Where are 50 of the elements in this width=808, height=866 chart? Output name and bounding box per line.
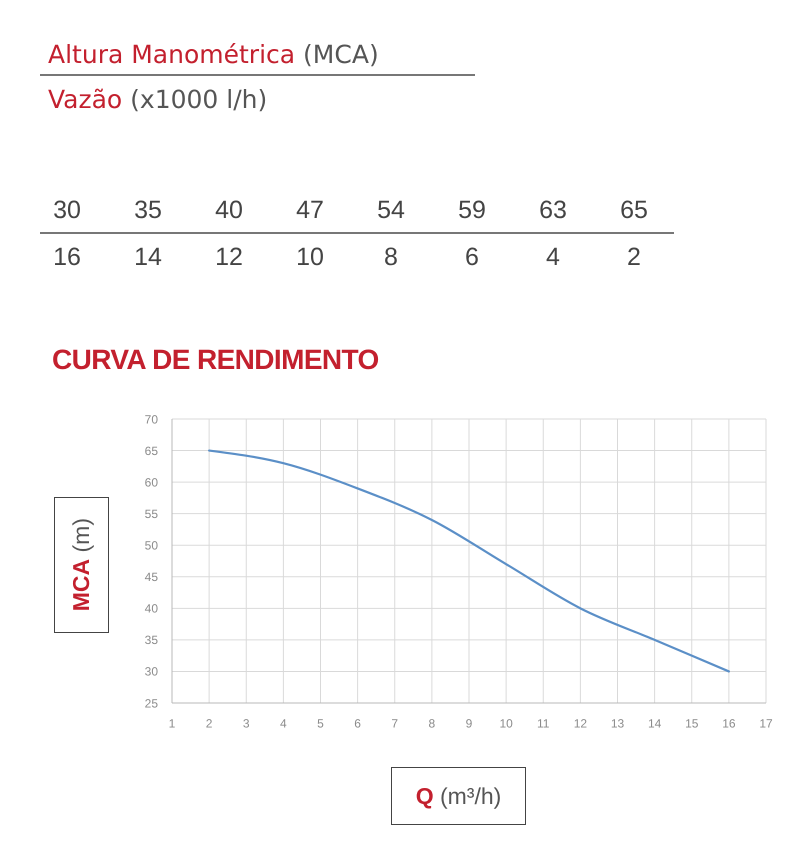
chart-title: CURVA DE RENDIMENTO — [52, 343, 379, 377]
data-label: 30 — [53, 196, 81, 224]
y-tick-label: 30 — [144, 664, 158, 679]
label-frame: Q (m³/h) — [391, 767, 526, 825]
x-tick-label: 16 — [722, 716, 736, 731]
x-tick-label: 16 — [53, 243, 81, 271]
y-tick-label: 60 — [144, 475, 158, 490]
x-tick-label: 5 — [317, 716, 324, 731]
text: Altura Manométrica (MCA) — [48, 40, 379, 69]
y-axis-title: MCA (m) — [68, 518, 94, 612]
x-tick-label: 14 — [648, 716, 662, 731]
x-tick-label: 12 — [215, 243, 243, 271]
data-label: 47 — [296, 196, 324, 224]
x-tick-label: 8 — [384, 243, 398, 271]
label-frame: MCA (m) — [54, 497, 109, 633]
data-label: 65 — [620, 196, 648, 224]
x-tick-label: 11 — [537, 716, 550, 731]
x-tick-label: 3 — [242, 716, 250, 731]
x-tick-label: 4 — [280, 716, 288, 731]
y-tick-label: 50 — [144, 538, 158, 552]
x-tick-label: 10 — [499, 716, 514, 731]
data-label: 59 — [458, 196, 486, 224]
x-tick-label: 7 — [391, 716, 398, 731]
y-tick-label: 45 — [144, 570, 158, 584]
x-tick-label: 6 — [354, 716, 362, 731]
y-tick-label: 40 — [144, 602, 158, 616]
data-label: 54 — [377, 196, 405, 224]
line-series — [208, 449, 730, 673]
text: Vazão (x1000 l/h) — [48, 85, 268, 114]
x-tick-label: 12 — [574, 716, 588, 731]
y-tick-label: 55 — [144, 506, 158, 521]
x-tick-label: 14 — [134, 243, 162, 271]
x-tick-label: 17 — [759, 716, 773, 731]
y-tick-label: 70 — [144, 412, 158, 426]
x-tick-label: 9 — [466, 716, 473, 731]
x-tick-label: 1 — [168, 716, 176, 731]
x-tick-label: 8 — [428, 716, 436, 731]
x-tick-label: 4 — [546, 243, 560, 271]
x-axis-title: Q (m³/h) — [416, 782, 502, 808]
data-label: 63 — [539, 196, 567, 224]
x-tick-label: 2 — [627, 243, 641, 271]
x-tick-label: 2 — [206, 716, 213, 731]
x-tick-label: 10 — [296, 243, 324, 271]
data-label: 40 — [215, 196, 243, 224]
y-tick-label: 25 — [144, 696, 158, 710]
x-tick-label: 6 — [465, 243, 479, 271]
y-tick-label: 65 — [144, 444, 158, 458]
x-tick-label: 13 — [610, 716, 624, 731]
x-tick-label: 15 — [685, 716, 699, 731]
y-tick-label: 35 — [144, 633, 158, 648]
